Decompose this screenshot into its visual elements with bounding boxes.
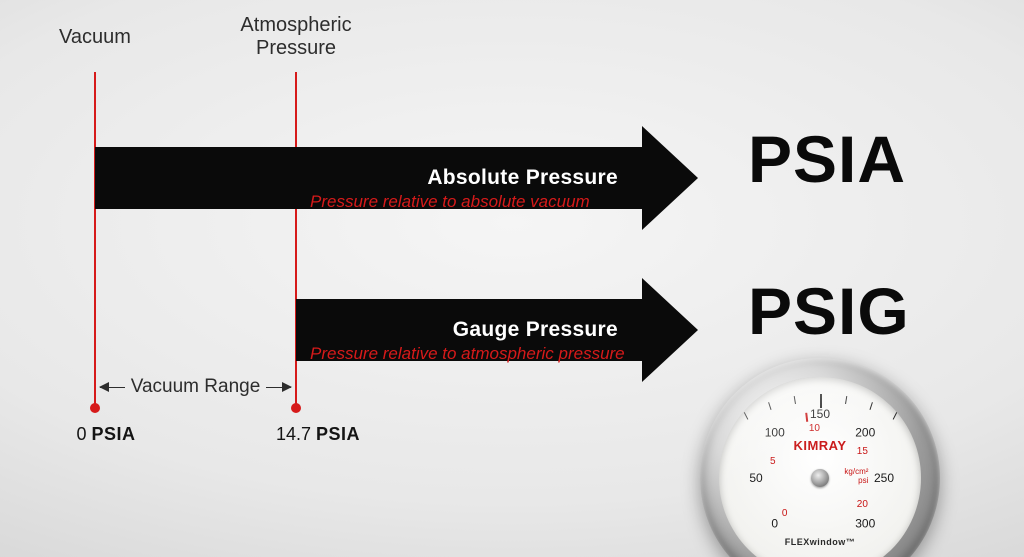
gauge-hub: [811, 469, 829, 487]
atmospheric-label: AtmosphericPressure: [240, 14, 351, 60]
gauge-arrow-head: [642, 278, 698, 382]
vacuum-line: [94, 72, 96, 408]
absolute-arrow-title: Absolute Pressure: [427, 166, 618, 190]
vacuum-label-text: Vacuum: [59, 26, 131, 48]
gauge-units: kg/cm²psi: [844, 468, 868, 486]
absolute-arrow-subtitle: Pressure relative to absolute vacuum: [310, 192, 590, 212]
vacuum-value-num: 0: [76, 424, 86, 444]
gauge-brand: KIMRAY: [793, 438, 846, 453]
vacuum-range-label: Vacuum Range: [125, 376, 267, 398]
absolute-pressure-arrow: Absolute Pressure Pressure relative to a…: [95, 126, 698, 230]
gauge-arrow-subtitle: Pressure relative to atmospheric pressur…: [310, 344, 625, 364]
gauge-bezel: 05010015020025030005101520 KIMRAY kg/cm²…: [700, 358, 940, 557]
diagram-stage: Vacuum AtmosphericPressure Absolute Pres…: [0, 0, 1024, 557]
atmospheric-label-text: AtmosphericPressure: [240, 14, 351, 59]
atmospheric-value-num: 14.7: [276, 424, 311, 444]
pressure-gauge: 05010015020025030005101520 KIMRAY kg/cm²…: [700, 358, 940, 557]
gauge-flex-label: FLEXwindow™: [785, 537, 856, 547]
gauge-face: 05010015020025030005101520 KIMRAY kg/cm²…: [719, 377, 921, 557]
vacuum-line-dot: [90, 403, 100, 413]
gauge-face-ticks: 05010015020025030005101520: [719, 377, 921, 557]
psig-label: PSIG: [748, 273, 910, 349]
atmospheric-line-dot: [291, 403, 301, 413]
gauge-arrow-title: Gauge Pressure: [453, 318, 618, 342]
vacuum-range-arrow-left: [100, 387, 125, 388]
psia-label: PSIA: [748, 121, 906, 197]
gauge-pressure-arrow: Gauge Pressure Pressure relative to atmo…: [296, 278, 698, 382]
atmospheric-value: 14.7 PSIA: [276, 424, 360, 445]
vacuum-label: Vacuum: [59, 26, 131, 49]
vacuum-range-arrow-right: [266, 387, 291, 388]
vacuum-value: 0 PSIA: [76, 424, 135, 445]
absolute-arrow-head: [642, 126, 698, 230]
vacuum-range: Vacuum Range: [100, 376, 291, 398]
vacuum-value-unit: PSIA: [92, 424, 136, 444]
atmospheric-value-unit: PSIA: [316, 424, 360, 444]
